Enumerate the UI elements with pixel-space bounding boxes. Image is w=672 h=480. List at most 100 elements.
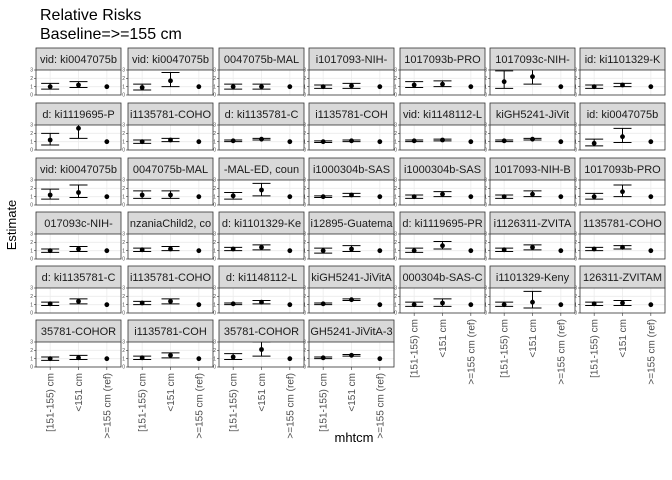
estimate-point	[320, 194, 326, 200]
facet-panel: 1017093-NIH-B 0 1 2 3	[484, 157, 576, 209]
estimate-point	[349, 297, 354, 303]
x-axis-title: mhtcm	[335, 430, 374, 445]
facet-marks	[405, 80, 474, 90]
estimate-point	[259, 136, 264, 142]
x-tick-label: [151-155) cm	[138, 373, 149, 432]
facet-strip-label: i1000304b-SAS	[404, 164, 481, 176]
y-tick-label: 1	[122, 356, 125, 362]
y-tick-label: 2	[303, 76, 306, 82]
facet-strip-label: GH5241-JiVitA-3	[310, 326, 392, 338]
x-tick-label: [151-155) cm	[319, 373, 330, 432]
estimate-point	[76, 298, 81, 304]
facet-strip-label: kiGH5241-JiVitA	[311, 272, 392, 284]
y-tick-label: 3	[574, 123, 577, 129]
estimate-point	[377, 84, 383, 90]
x-tick-label: >=155 cm (ref)	[102, 373, 113, 439]
y-tick-label: 1	[213, 302, 216, 308]
y-tick-label: 1	[122, 139, 125, 145]
y-tick-label: 2	[30, 186, 33, 192]
y-tick-label: 2	[574, 131, 577, 137]
facet-strip-label: vid: ki1148112-L	[403, 109, 482, 121]
facet-marks	[405, 137, 474, 145]
x-tick-label: <151 cm	[347, 373, 358, 412]
panel-border	[218, 179, 305, 206]
estimate-point	[468, 84, 474, 90]
facet-panel: vid: ki0047075b 0 1 2 3	[30, 157, 122, 209]
y-tick-label: 3	[303, 178, 306, 184]
facet-marks	[405, 241, 474, 254]
estimate-point	[349, 83, 354, 89]
y-tick-label: 3	[30, 178, 33, 184]
facet-marks	[41, 246, 110, 254]
estimate-point	[411, 194, 417, 200]
facet-strip-label: 1017093b-PRO	[404, 54, 481, 66]
estimate-point	[230, 246, 236, 252]
estimate-point	[47, 84, 53, 90]
facet-marks	[41, 298, 110, 308]
y-tick-label: 2	[30, 240, 33, 246]
y-tick-label: 1	[122, 84, 125, 90]
facet-strip-label: vid: ki0047075b	[40, 54, 117, 66]
y-tick-label: 2	[574, 76, 577, 82]
facet-panel: i1135781-COHO 0 1 2 3	[122, 102, 214, 154]
y-tick-label: 2	[30, 348, 33, 354]
y-tick-label: 1	[213, 356, 216, 362]
x-tick-label: >=155 cm (ref)	[194, 373, 205, 439]
facet-marks	[314, 297, 383, 308]
y-tick-label: 2	[122, 131, 125, 137]
facet-marks	[585, 184, 654, 200]
y-tick-label: 1	[303, 139, 306, 145]
estimate-point	[196, 84, 202, 90]
facet-strip-label: id: ki0047075b	[587, 109, 659, 121]
y-tick-label: 1	[484, 84, 487, 90]
facet-panel: vid: ki0047075b 0 1 2 3	[122, 47, 214, 99]
panel-border	[127, 69, 214, 96]
facet-marks	[133, 137, 202, 145]
y-tick-label: 2	[394, 186, 397, 192]
estimate-point	[139, 85, 145, 90]
y-tick-label: 3	[303, 340, 306, 346]
facet-marks	[224, 299, 293, 308]
facet-marks	[495, 290, 564, 309]
y-tick-label: 3	[484, 178, 487, 184]
estimate-point	[377, 248, 383, 254]
y-tick-label: 0	[303, 257, 306, 263]
y-tick-label: 2	[213, 186, 216, 192]
facet-panel: 35781-COHOR 0 1 2 3 [151-155) cm <151 cm >=155 …	[30, 319, 122, 439]
chart-title: Relative Risks	[40, 7, 141, 24]
y-tick-label: 2	[122, 76, 125, 82]
facet-marks	[405, 298, 474, 308]
estimate-point	[104, 139, 110, 145]
facet-strip-label: 017093c-NIH-	[44, 218, 113, 230]
facet-marks	[133, 190, 202, 200]
y-tick-label: 0	[122, 365, 125, 371]
y-tick-label: 2	[213, 348, 216, 354]
y-tick-label: 1	[484, 302, 487, 308]
facet-strip-label: i1135781-COH	[134, 326, 207, 338]
y-tick-label: 2	[484, 240, 487, 246]
panel-border	[35, 287, 122, 314]
facet-marks	[314, 138, 383, 145]
x-tick-label: [151-155) cm	[229, 373, 240, 432]
estimate-point	[377, 194, 383, 200]
facet-strip-label: vid: ki0047075b	[132, 54, 209, 66]
y-tick-label: 0	[213, 148, 216, 154]
estimate-point	[47, 192, 53, 198]
facet-panel: 1017093b-PRO 0 1 2 3	[394, 47, 486, 99]
y-tick-label: 3	[303, 232, 306, 238]
facet-strip-label: d: ki1135781-C	[225, 109, 299, 121]
estimate-point	[530, 191, 535, 197]
y-tick-label: 2	[122, 240, 125, 246]
facet-panel: 126311-ZVITAM 0 1 2 3 [151-155) cm <151 cm >=15…	[574, 265, 666, 385]
panel-border	[35, 233, 122, 260]
facet-panel: 1017093b-PRO 0 1 2 3	[574, 157, 666, 209]
y-tick-label: 0	[484, 257, 487, 263]
y-tick-label: 2	[394, 131, 397, 137]
y-tick-label: 3	[574, 178, 577, 184]
estimate-point	[620, 244, 625, 250]
x-tick-label: <151 cm	[528, 319, 539, 358]
panel-border	[218, 69, 305, 96]
y-tick-label: 0	[213, 257, 216, 263]
facet-strip-label: i1101329-Keny	[496, 272, 570, 284]
panel-border	[308, 124, 395, 151]
